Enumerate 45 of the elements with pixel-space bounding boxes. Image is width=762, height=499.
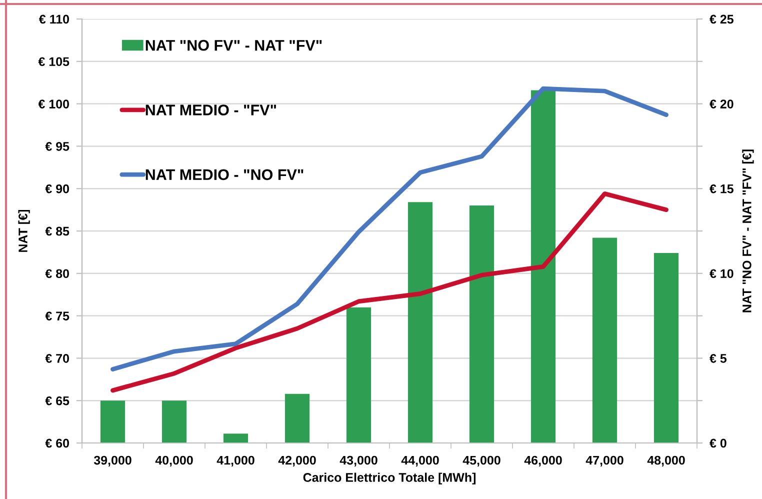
y-tick-label: € 110 <box>38 14 69 24</box>
y-tick-label: € 70 <box>45 354 69 363</box>
y-tick-label: € 100 <box>38 100 69 108</box>
y-tick-label: € 90 <box>45 184 69 194</box>
x-axis-title: Carico Elettrico Totale [MWh] <box>303 472 476 484</box>
x-tick-label: 40,000 <box>155 456 193 466</box>
y2-tick-label: € 0 <box>710 438 726 448</box>
y2-tick-label: € 10 <box>710 269 734 278</box>
y-axis-title: NAT [€] <box>18 210 30 252</box>
y-tick-label: € 95 <box>45 142 70 151</box>
x-tick-label: 42,000 <box>278 456 316 466</box>
x-tick-label: 39,000 <box>94 456 132 466</box>
bar <box>346 307 372 443</box>
legend-label: NAT MEDIO - "NO FV" <box>146 169 304 180</box>
bar <box>592 238 618 443</box>
bar <box>162 400 187 443</box>
legend-label: NAT "NO FV" - NAT "FV" <box>146 40 322 51</box>
bar <box>284 394 310 443</box>
bar <box>223 434 248 443</box>
y2-tick-label: € 25 <box>710 14 734 24</box>
x-tick-label: 44,000 <box>401 456 439 466</box>
y-tick-label: € 105 <box>38 57 70 66</box>
x-tick-label: 47,000 <box>586 456 624 466</box>
y-tick-label: € 75 <box>45 312 70 320</box>
bar <box>408 202 433 443</box>
y2-tick-label: € 15 <box>710 184 734 194</box>
x-tick-label: 46,000 <box>524 456 562 466</box>
y-tick-label: € 60 <box>45 438 69 448</box>
bar <box>530 90 556 443</box>
y-tick-label: € 65 <box>45 396 70 406</box>
line-series <box>110 86 668 372</box>
bar <box>100 400 126 443</box>
y2-axis-title: NAT "NO FV" - NAT "FV" [€] <box>742 150 754 312</box>
x-tick-label: 45,000 <box>462 456 500 466</box>
x-tick-label: 48,000 <box>647 456 685 466</box>
y2-tick-label: € 5 <box>710 354 727 363</box>
x-tick-label: 41,000 <box>216 456 254 466</box>
y2-tick-label: € 20 <box>710 100 734 108</box>
y-tick-label: € 80 <box>45 269 69 278</box>
bar <box>469 206 494 443</box>
y-tick-label: € 85 <box>45 226 70 236</box>
bar <box>654 253 679 443</box>
line-series <box>110 191 668 393</box>
x-tick-label: 43,000 <box>340 456 378 466</box>
legend-label: NAT MEDIO - "FV" <box>146 104 276 116</box>
